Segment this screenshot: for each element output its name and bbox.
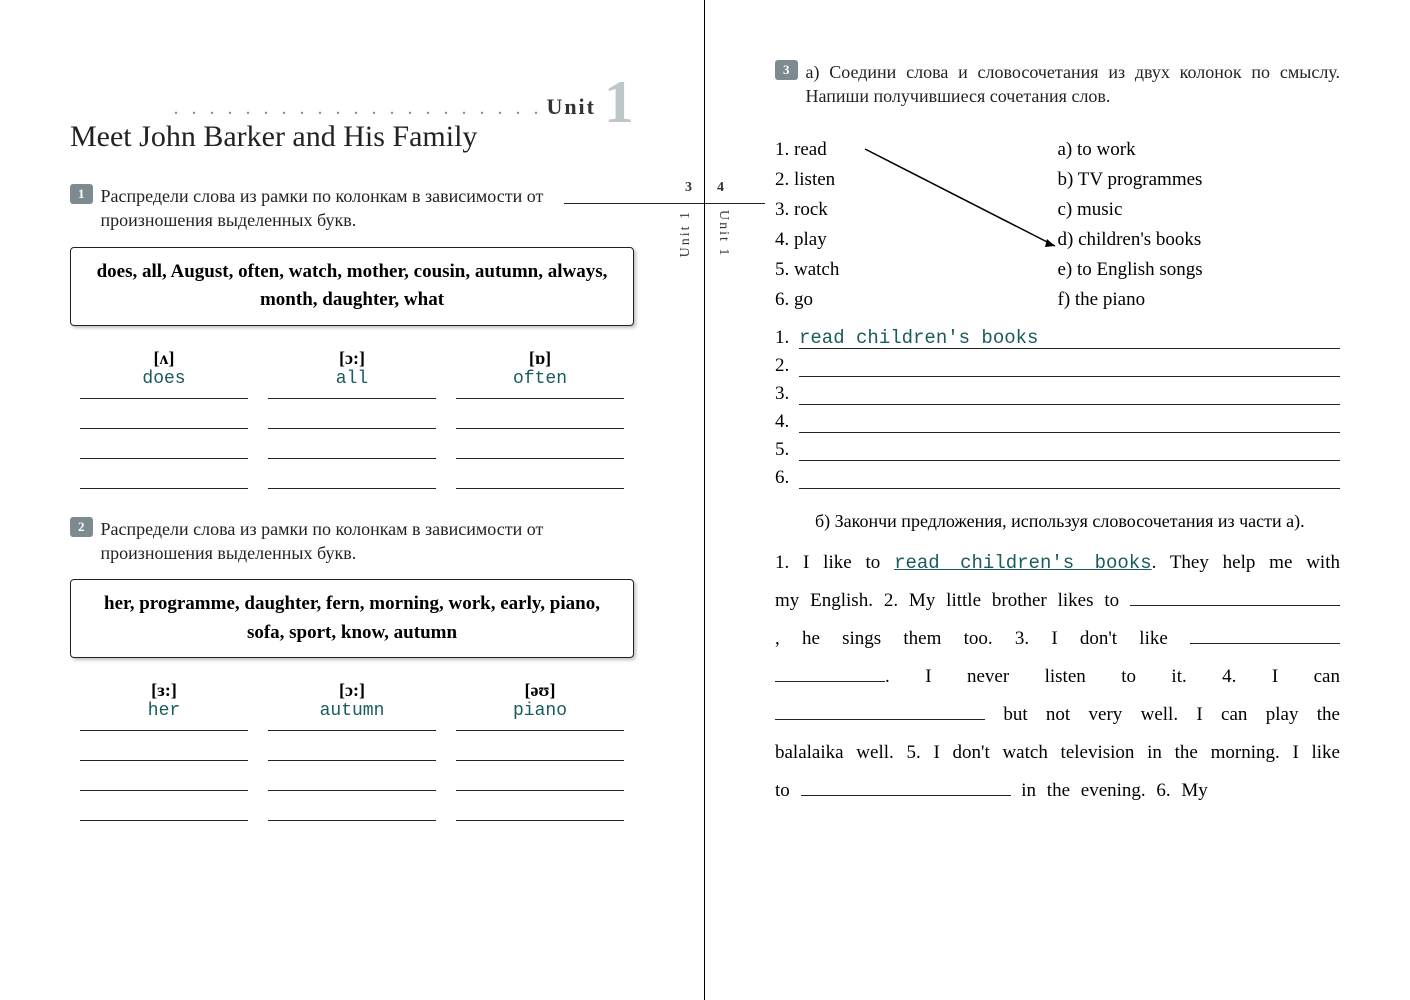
col-head: [əʊ]: [446, 680, 634, 701]
page-number-left: 3: [685, 180, 692, 196]
blank[interactable]: [801, 778, 1011, 796]
match-col-b: a) to work b) TV programmes c) music d) …: [1058, 131, 1341, 319]
answer-num: 6.: [775, 467, 799, 489]
blank-line[interactable]: [80, 761, 248, 791]
blank-line[interactable]: [80, 791, 248, 821]
col-head: [ɔ:]: [258, 348, 446, 369]
col-answer[interactable]: piano: [456, 701, 624, 731]
answer-line[interactable]: read children's books: [799, 325, 1340, 349]
ex1-badge: 1: [70, 184, 93, 204]
ex1-instruction: Распредели слова из рамки по колонкам в …: [101, 184, 635, 233]
txt: . I never listen to it. 4. I can: [885, 666, 1340, 687]
blank[interactable]: [775, 664, 885, 682]
blank-line[interactable]: [456, 429, 624, 459]
ex3-badge: 3: [775, 60, 798, 80]
filled-answer: read children's books: [894, 552, 1152, 574]
answer-line[interactable]: [799, 437, 1340, 461]
ex3a-instruction: a) Соедини слова и словосочетания из дву…: [806, 60, 1341, 109]
blank-line[interactable]: [268, 731, 436, 761]
txt: , he sings them too. 3. I don't like: [775, 628, 1190, 649]
match-item: c) music: [1058, 195, 1341, 225]
answer-num: 1.: [775, 327, 799, 349]
blank-line[interactable]: [80, 731, 248, 761]
col-head: [ɜ:]: [70, 680, 258, 701]
answer-num: 4.: [775, 411, 799, 433]
match-item: f) the piano: [1058, 285, 1341, 315]
blank-line[interactable]: [268, 791, 436, 821]
blank[interactable]: [1190, 626, 1340, 644]
match-item: 5. watch: [775, 255, 1058, 285]
match-block: 1. read 2. listen 3. rock 4. play 5. wat…: [775, 131, 1340, 319]
unit-number: 1: [604, 68, 634, 137]
ex2-badge: 2: [70, 517, 93, 537]
col-answer[interactable]: autumn: [268, 701, 436, 731]
col-head: [ʌ]: [70, 348, 258, 369]
left-page: 3 Unit 1 . . . . . . . . . . . . . . . .…: [0, 0, 705, 1000]
col-answer[interactable]: does: [80, 369, 248, 399]
blank-line[interactable]: [80, 399, 248, 429]
col-head: [ɒ]: [446, 348, 634, 369]
exercise-3: 3 a) Соедини слова и словосочетания из д…: [775, 60, 1340, 123]
match-col-a: 1. read 2. listen 3. rock 4. play 5. wat…: [775, 131, 1058, 319]
answer-line[interactable]: [799, 465, 1340, 489]
blank-line[interactable]: [80, 459, 248, 489]
answer-line[interactable]: [799, 409, 1340, 433]
ex2-instruction: Распредели слова из рамки по колонкам в …: [101, 517, 635, 566]
ex2-table: [ɜ:] [ɔ:] [əʊ] her autumn piano: [70, 680, 634, 821]
unit-tab-left: Unit 1: [678, 210, 694, 257]
ex2-wordbox: her, programme, daughter, fern, morning,…: [70, 579, 634, 658]
blank-line[interactable]: [268, 459, 436, 489]
ex3b-instruction: б) Закончи предложения, используя словос…: [815, 509, 1340, 534]
txt: in the evening. 6. My: [1011, 780, 1208, 801]
answer-list: 1.read children's books 2. 3. 4. 5. 6.: [775, 325, 1340, 489]
blank[interactable]: [1130, 588, 1340, 606]
match-item: 3. rock: [775, 195, 1058, 225]
answer-line[interactable]: [799, 353, 1340, 377]
match-item: 2. listen: [775, 165, 1058, 195]
match-item: e) to English songs: [1058, 255, 1341, 285]
blank-line[interactable]: [456, 399, 624, 429]
unit-header: . . . . . . . . . . . . . . . . . . . . …: [70, 60, 634, 120]
blank-line[interactable]: [456, 731, 624, 761]
blank-line[interactable]: [80, 429, 248, 459]
col-answer[interactable]: often: [456, 369, 624, 399]
unit-tab-right: Unit 1: [715, 210, 731, 257]
dotted-leader: . . . . . . . . . . . . . . . . . . . . …: [173, 97, 542, 119]
match-item: 1. read: [775, 135, 1058, 165]
blank-line[interactable]: [268, 429, 436, 459]
blank-line[interactable]: [456, 459, 624, 489]
blank-line[interactable]: [456, 791, 624, 821]
rule: [564, 203, 704, 204]
match-item: d) children's books: [1058, 225, 1341, 255]
match-item: 6. go: [775, 285, 1058, 315]
exercise-1: 1 Распредели слова из рамки по колонкам …: [70, 184, 634, 247]
match-item: a) to work: [1058, 135, 1341, 165]
blank-line[interactable]: [268, 761, 436, 791]
rule: [705, 203, 765, 204]
answer-num: 5.: [775, 439, 799, 461]
match-item: b) TV programmes: [1058, 165, 1341, 195]
answer-num: 3.: [775, 383, 799, 405]
col-head: [ɔ:]: [258, 680, 446, 701]
right-page: 4 Unit 1 3 a) Соедини слова и словосочет…: [705, 0, 1410, 1000]
page-title: Meet John Barker and His Family: [70, 120, 634, 154]
match-item: 4. play: [775, 225, 1058, 255]
page-number-right: 4: [717, 180, 724, 196]
answer-text: read children's books: [799, 327, 1038, 349]
blank-line[interactable]: [456, 761, 624, 791]
blank[interactable]: [775, 702, 985, 720]
txt: 1. I like to: [775, 552, 894, 573]
col-answer[interactable]: her: [80, 701, 248, 731]
col-answer[interactable]: all: [268, 369, 436, 399]
ex1-wordbox: does, all, August, often, watch, mother,…: [70, 247, 634, 326]
unit-label: Unit: [546, 94, 596, 119]
ex1-table: [ʌ] [ɔ:] [ɒ] does all often: [70, 348, 634, 489]
exercise-2: 2 Распредели слова из рамки по колонкам …: [70, 517, 634, 580]
answer-line[interactable]: [799, 381, 1340, 405]
blank-line[interactable]: [268, 399, 436, 429]
fill-text: 1. I like to read children's books. They…: [775, 544, 1340, 810]
answer-num: 2.: [775, 355, 799, 377]
